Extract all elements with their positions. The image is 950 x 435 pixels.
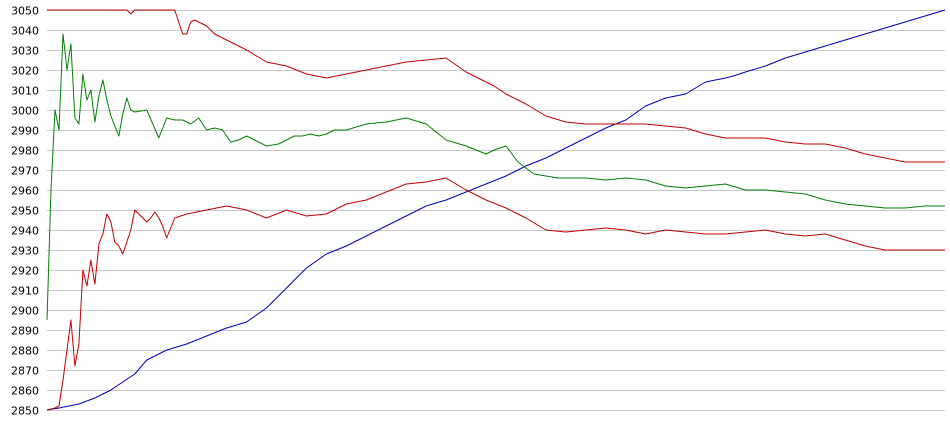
- y-tick-label: 2880: [11, 345, 39, 358]
- y-tick-label: 2890: [11, 325, 39, 338]
- y-tick-label: 2990: [11, 125, 39, 138]
- series-line-green: [46, 33, 945, 321]
- y-tick-label: 2930: [11, 245, 39, 258]
- y-tick-label: 3020: [11, 65, 39, 78]
- y-tick-label: 2910: [11, 285, 39, 298]
- y-tick-label: 3010: [11, 85, 39, 98]
- y-tick-label: 2860: [11, 385, 39, 398]
- y-tick-label: 2920: [11, 265, 39, 278]
- grid-lines: [47, 10, 945, 411]
- series-line-red-upper: [47, 9, 945, 163]
- y-tick-label: 2870: [11, 365, 39, 378]
- series-line-red-lower: [46, 177, 945, 411]
- y-tick-label: 3030: [11, 45, 39, 58]
- y-tick-label: 2980: [11, 145, 39, 158]
- series-line-blue: [46, 9, 946, 411]
- y-tick-label: 2900: [11, 305, 39, 318]
- y-tick-label: 3000: [11, 105, 39, 118]
- y-tick-label: 3050: [11, 5, 39, 18]
- series-lines: [46, 9, 946, 411]
- y-tick-label: 2940: [11, 225, 39, 238]
- y-tick-label: 2950: [11, 205, 39, 218]
- y-tick-label: 2850: [11, 405, 39, 418]
- y-tick-label: 2970: [11, 165, 39, 178]
- y-tick-label: 2960: [11, 185, 39, 198]
- y-axis-tick-labels: 2850 2860 2870 2880 2890 2900 2910 2920 2930 2940…: [11, 5, 39, 418]
- y-tick-label: 3040: [11, 25, 39, 38]
